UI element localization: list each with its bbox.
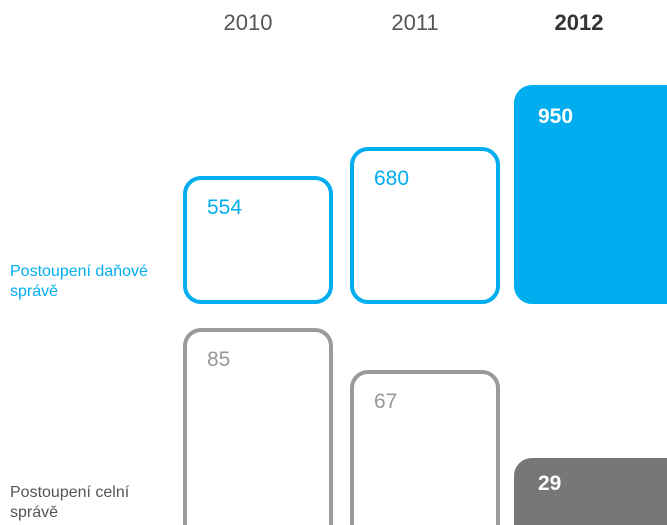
- value-box: 67: [350, 369, 500, 525]
- value-label: 680: [374, 167, 410, 191]
- value-label: 85: [207, 348, 231, 371]
- value-label: 29: [538, 471, 562, 495]
- series-label: Postoupení celní správě: [10, 484, 130, 521]
- year-label: 2012: [554, 10, 604, 35]
- value-box: 85: [183, 328, 333, 525]
- value-label: 554: [207, 196, 243, 220]
- value-box: 554: [183, 176, 333, 304]
- value-box: 950: [514, 85, 667, 304]
- year-label: 2010: [223, 10, 273, 35]
- value-box: 680: [350, 147, 500, 304]
- year-label: 2011: [391, 10, 439, 35]
- series-label: Postoupení daňové správě: [10, 263, 148, 300]
- value-box: 29: [514, 457, 667, 525]
- value-label: 67: [374, 389, 398, 413]
- value-label: 950: [538, 105, 574, 128]
